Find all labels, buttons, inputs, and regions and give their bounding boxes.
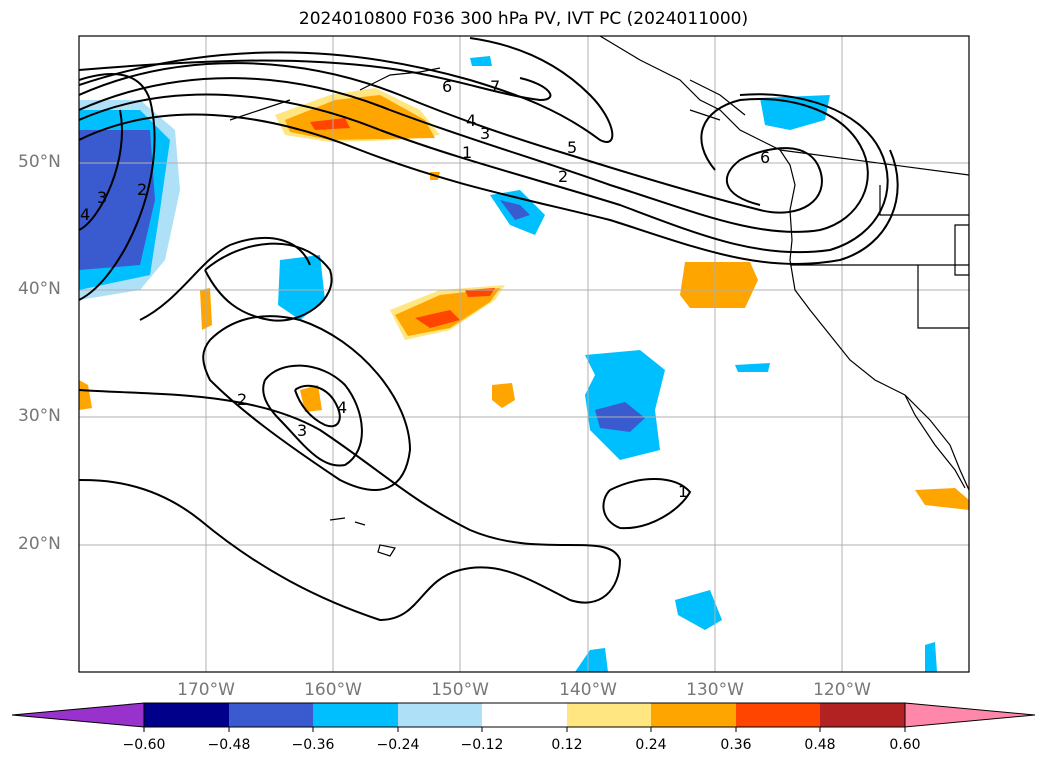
map-frame (78, 35, 970, 673)
svg-text:1: 1 (678, 482, 688, 501)
pos-anomaly-mid (492, 383, 515, 408)
svg-text:6: 6 (760, 148, 770, 167)
colorbar-tick: 0.36 (720, 737, 752, 753)
svg-text:3: 3 (480, 124, 490, 143)
colorbar-extend-right (904, 702, 1036, 728)
positive-shading (79, 88, 969, 510)
colorbar-tick: 0.24 (635, 737, 667, 753)
neg-anomaly-south (675, 590, 722, 630)
neg-anomaly-midnorth (278, 255, 325, 320)
lat-label-30n: 30°N (18, 406, 61, 426)
svg-text:4: 4 (337, 398, 347, 417)
lon-label-170w: 170°W (177, 680, 235, 700)
pos-anomaly-baja (915, 488, 969, 510)
lon-label-140w: 140°W (559, 680, 617, 700)
colorbar-tick: 0.12 (551, 737, 583, 753)
lon-label-130w: 130°W (686, 680, 744, 700)
svg-text:4: 4 (80, 205, 90, 224)
colorbar-tick: −0.24 (376, 737, 420, 753)
svg-text:3: 3 (97, 188, 107, 207)
lat-label-50n: 50°N (18, 152, 61, 172)
svg-text:4: 4 (466, 111, 476, 130)
colorbar (11, 702, 1036, 732)
grid-lines (79, 36, 969, 672)
pos-anomaly-east (680, 262, 758, 308)
colorbar-tick: −0.36 (291, 737, 335, 753)
colorbar-tick: 0.60 (889, 737, 921, 753)
lon-label-160w: 160°W (304, 680, 362, 700)
svg-text:2: 2 (237, 390, 247, 409)
neg-anomaly-west-core (79, 130, 155, 270)
lon-label-120w: 120°W (813, 680, 871, 700)
svg-text:2: 2 (137, 180, 147, 199)
colorbar-tick: −0.12 (460, 737, 504, 753)
chart-title: 2024010800 F036 300 hPa PV, IVT PC (2024… (298, 9, 749, 29)
neg-anomaly-bottom (575, 648, 608, 672)
colorbar-extend-left (11, 702, 145, 728)
colorbar-tick: 0.48 (804, 737, 836, 753)
svg-text:6: 6 (442, 77, 452, 96)
svg-text:1: 1 (462, 143, 472, 162)
svg-text:7: 7 (490, 77, 500, 96)
pos-anomaly-low (300, 385, 322, 412)
lon-label-150w: 150°W (431, 680, 489, 700)
lat-label-20n: 20°N (18, 534, 61, 554)
svg-text:3: 3 (297, 421, 307, 440)
map-area: 6 7 4 3 5 1 2 3 2 4 2 3 4 1 6 (79, 36, 969, 672)
colorbar-tick: −0.60 (122, 737, 166, 753)
svg-text:2: 2 (558, 167, 568, 186)
neg-anomaly-gulf (760, 95, 830, 130)
colorbar-tick: −0.48 (207, 737, 251, 753)
lat-label-40n: 40°N (18, 279, 61, 299)
svg-text:5: 5 (567, 138, 577, 157)
pv-contours (79, 37, 899, 622)
contour-labels: 6 7 4 3 5 1 2 3 2 4 2 3 4 1 6 (80, 77, 770, 501)
